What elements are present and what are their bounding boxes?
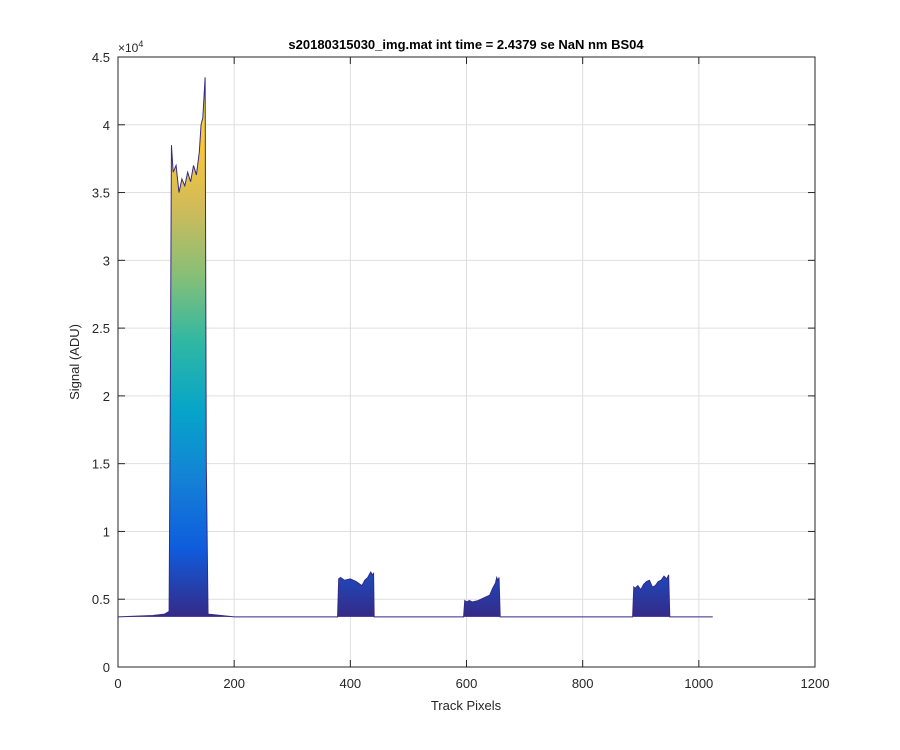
axes — [117, 56, 816, 668]
y-tick-label: 4.5 — [92, 50, 110, 65]
y-tick-label: 1.5 — [92, 457, 110, 472]
y-tick-label: 4 — [103, 118, 110, 133]
y-tick-label: 2.5 — [92, 321, 110, 336]
signal-line — [117, 77, 713, 618]
x-tick-label: 1000 — [684, 676, 713, 691]
y-axis-label: Signal (ADU) — [67, 324, 82, 400]
chart-title: s20180315030_img.mat int time = 2.4379 s… — [288, 37, 644, 52]
x-tick-label: 600 — [456, 676, 478, 691]
y-tick-label: 3 — [103, 253, 110, 268]
x-tick-label: 200 — [223, 676, 245, 691]
y-tick-label: 2 — [103, 389, 110, 404]
tick-labels: 0 200 400 600 800 1000 1200 0 0.5 1 1.5 2 2.5 3 3.5 4 4.… — [92, 50, 830, 691]
x-tick-label: 0 — [114, 676, 121, 691]
x-tick-label: 1200 — [801, 676, 830, 691]
signal-area — [118, 77, 713, 617]
y-tick-label: 1 — [103, 524, 110, 539]
x-tick-label: 800 — [572, 676, 594, 691]
y-tick-label: 3.5 — [92, 186, 110, 201]
data-layer — [117, 77, 713, 618]
y-exponent-power: 4 — [138, 39, 143, 49]
y-tick-label: 0.5 — [92, 592, 110, 607]
y-exponent-base: ×10 — [118, 41, 139, 55]
y-exponent: ×104 — [118, 39, 143, 55]
x-tick-label: 400 — [339, 676, 361, 691]
x-axis-label: Track Pixels — [431, 698, 502, 713]
y-tick-label: 0 — [103, 660, 110, 675]
